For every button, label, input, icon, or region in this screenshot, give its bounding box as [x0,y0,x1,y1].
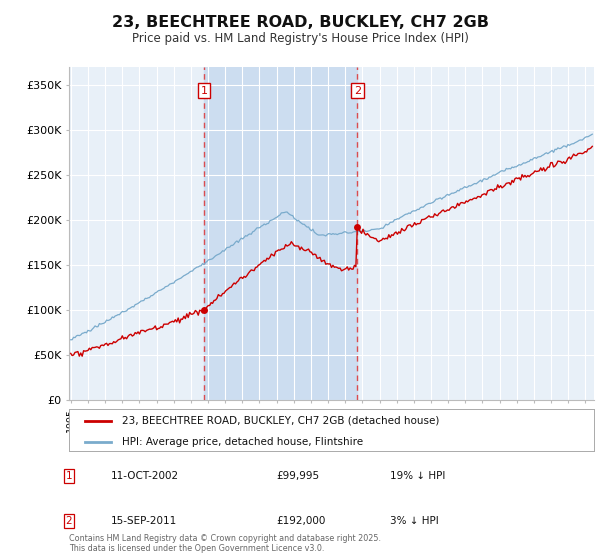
Text: 2: 2 [65,516,73,526]
Text: 23, BEECHTREE ROAD, BUCKLEY, CH7 2GB: 23, BEECHTREE ROAD, BUCKLEY, CH7 2GB [112,15,488,30]
Text: 1: 1 [200,86,208,96]
Bar [204,67,358,400]
Text: Price paid vs. HM Land Registry's House Price Index (HPI): Price paid vs. HM Land Registry's House … [131,32,469,45]
Text: £192,000: £192,000 [276,516,325,526]
Text: 3% ↓ HPI: 3% ↓ HPI [390,516,439,526]
Text: 19% ↓ HPI: 19% ↓ HPI [390,471,445,481]
Text: HPI: Average price, detached house, Flintshire: HPI: Average price, detached house, Flin… [121,437,362,446]
Text: 1: 1 [65,471,73,481]
Text: Contains HM Land Registry data © Crown copyright and database right 2025.
This d: Contains HM Land Registry data © Crown c… [69,534,381,553]
Text: 2: 2 [354,86,361,96]
Text: 15-SEP-2011: 15-SEP-2011 [111,516,177,526]
Text: 11-OCT-2002: 11-OCT-2002 [111,471,179,481]
Text: £99,995: £99,995 [276,471,319,481]
Text: 23, BEECHTREE ROAD, BUCKLEY, CH7 2GB (detached house): 23, BEECHTREE ROAD, BUCKLEY, CH7 2GB (de… [121,416,439,426]
